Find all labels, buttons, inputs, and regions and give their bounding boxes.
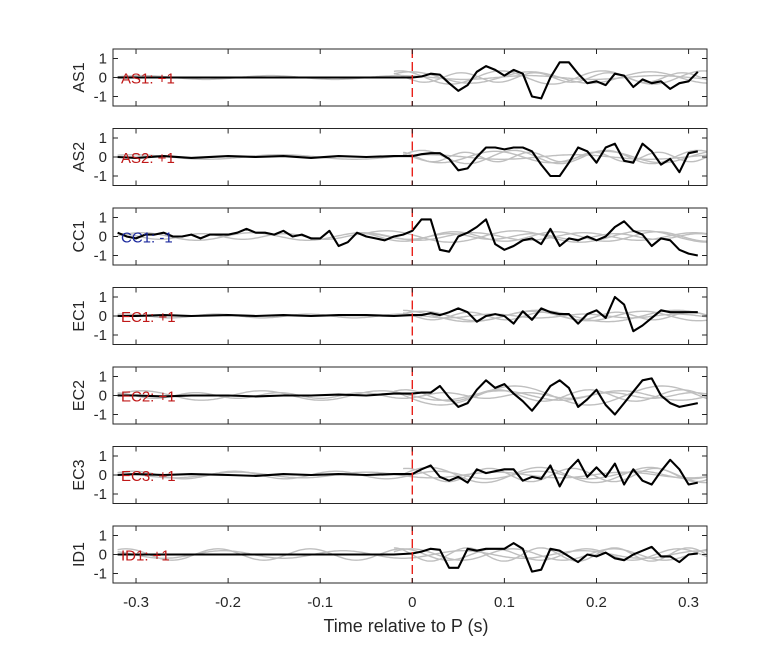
waveform-trace [117, 377, 699, 416]
panel-id1: -1 0 1 ID1 ID1: +1 [71, 525, 708, 584]
background-trace-4 [402, 150, 707, 164]
station-label: EC1 [71, 300, 88, 331]
y-tick-label: 0 [99, 70, 107, 87]
y-tick-label: -1 [94, 168, 107, 185]
background-trace-4 [393, 389, 707, 402]
y-tick-label: 0 [99, 467, 107, 484]
y-tick-label: -1 [94, 486, 107, 503]
polarity-annotation: EC3: +1 [121, 468, 176, 485]
x-tick-label: -0.1 [307, 594, 333, 611]
y-tick-label: -1 [94, 407, 107, 424]
panel-traces [117, 295, 707, 333]
x-tick-label: -0.2 [215, 594, 241, 611]
y-tick-label: 1 [99, 289, 107, 306]
x-tick-label: -0.3 [123, 594, 149, 611]
x-tick-label: 0.1 [494, 594, 515, 611]
y-tick-label: 0 [99, 149, 107, 166]
waveform-trace [117, 295, 698, 333]
background-trace-3 [393, 385, 707, 406]
y-tick-label: 0 [99, 229, 107, 246]
polarity-annotation: EC2: +1 [121, 389, 176, 406]
panel-ec2: -1 0 1 EC2 EC2: +1 [71, 366, 708, 425]
panel-ec1: -1 0 1 EC1 EC1: +1 [71, 287, 708, 345]
panel-cc1: -1 0 1 CC1 CC1: -1 [71, 207, 708, 266]
x-tick-label: 0.2 [586, 594, 607, 611]
x-tick-label: 0 [408, 594, 416, 611]
y-tick-label: 0 [99, 547, 107, 564]
background-trace-4 [403, 309, 707, 323]
station-label: ID1 [71, 542, 88, 567]
y-tick-label: 0 [99, 388, 107, 405]
station-label: AS2 [71, 142, 88, 172]
waveform-trace [117, 458, 699, 488]
y-tick-label: 1 [99, 210, 107, 227]
y-tick-label: -1 [94, 566, 107, 583]
polarity-annotation: EC1: +1 [121, 309, 176, 326]
polarity-annotation: AS2: +1 [121, 150, 175, 167]
y-tick-label: 1 [99, 448, 107, 465]
station-label: EC3 [71, 459, 88, 490]
waveform-trace [117, 542, 698, 573]
station-label: CC1 [71, 220, 88, 252]
y-tick-label: 1 [99, 528, 107, 545]
background-trace-3 [403, 151, 707, 163]
x-tick-label: 0.3 [678, 594, 699, 611]
panel-ec3: -1 0 1 EC3 EC3: +1 [71, 446, 708, 504]
y-tick-label: 1 [99, 369, 107, 386]
x-axis-label: Time relative to P (s) [323, 616, 488, 636]
x-axis: -0.3 -0.2 -0.1 0 0.1 0.2 0.3 [123, 594, 699, 611]
background-trace-3 [393, 548, 707, 561]
background-trace-4 [402, 466, 707, 484]
station-label: EC2 [71, 380, 88, 411]
panel-as1: -1 0 1 AS1 AS1: +1 [71, 48, 708, 107]
waveform-trace [117, 218, 699, 257]
polarity-annotation: AS1: +1 [121, 71, 175, 88]
y-tick-label: -1 [94, 327, 107, 344]
background-trace-4 [366, 230, 707, 243]
y-tick-label: -1 [94, 89, 107, 106]
panels-group: -1 0 1 AS1 AS1: +1 -1 0 1 AS2 AS2: +1 -1 0 1 CC1 CC1: … [71, 48, 708, 584]
y-tick-label: 1 [99, 130, 107, 147]
y-tick-label: 0 [99, 308, 107, 325]
polarity-annotation: ID1: +1 [121, 548, 170, 565]
waveform-trace [117, 142, 699, 178]
waveform-trace [117, 61, 699, 100]
panel-frame [112, 207, 708, 266]
background-trace-2 [393, 70, 707, 85]
y-tick-label: 1 [99, 51, 107, 68]
panel-as2: -1 0 1 AS2 AS2: +1 [71, 128, 708, 186]
y-tick-label: -1 [94, 248, 107, 265]
station-label: AS1 [71, 62, 88, 92]
polarity-annotation: CC1: -1 [121, 230, 173, 247]
